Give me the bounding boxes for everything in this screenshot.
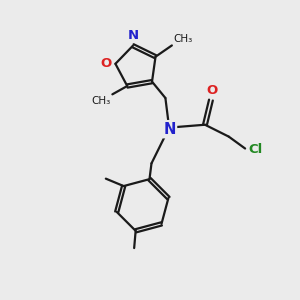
- Text: Cl: Cl: [249, 142, 263, 156]
- Text: O: O: [100, 57, 112, 70]
- Text: N: N: [128, 29, 139, 42]
- Text: N: N: [163, 122, 176, 137]
- Text: CH₃: CH₃: [173, 34, 192, 44]
- Text: CH₃: CH₃: [91, 95, 111, 106]
- Text: O: O: [206, 83, 218, 97]
